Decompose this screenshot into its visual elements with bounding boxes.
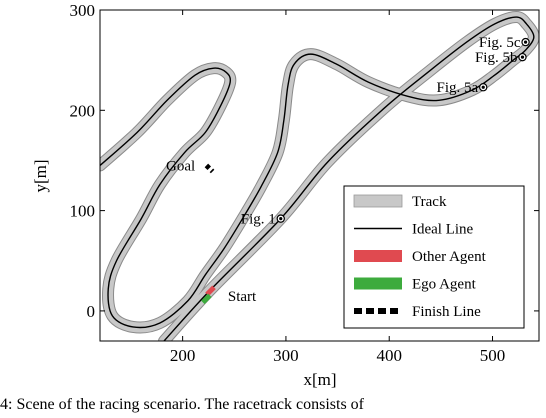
- y-tick-label: 0: [87, 302, 96, 321]
- marker-label: Fig. 5b: [475, 50, 518, 66]
- y-axis-ticks: 0 100 200 300: [70, 1, 539, 321]
- plot-frame: [99, 9, 540, 342]
- legend-label: Ideal Line: [412, 222, 474, 238]
- y-tick-label: 200: [70, 101, 96, 120]
- marker-dot: [520, 55, 525, 59]
- marker-dot: [481, 85, 485, 89]
- figure-caption: 4: Scene of the racing scenario. The rac…: [0, 396, 364, 413]
- other-agent-vehicle: [205, 285, 216, 297]
- ego-agent-vehicle: [201, 293, 212, 305]
- legend-label: Finish Line: [412, 304, 481, 320]
- marker-label: Fig. 1: [241, 212, 276, 228]
- legend: Track Ideal Line Other Agent Ego Agent Finis…: [343, 185, 525, 329]
- goal-label: Goal: [166, 158, 195, 174]
- x-axis-label: x[m]: [303, 370, 336, 389]
- marker-dot: [523, 40, 528, 44]
- x-tick-label: 400: [376, 346, 402, 365]
- ideal-line: [100, 16, 535, 341]
- legend-label: Track: [412, 194, 447, 210]
- legend-label: Ego Agent: [412, 277, 477, 293]
- start-label: Start: [228, 289, 257, 305]
- x-tick-label: 500: [480, 346, 506, 365]
- legend-label: Other Agent: [412, 249, 487, 265]
- y-axis-label: y[m]: [31, 159, 50, 192]
- annotations: Goal Start: [166, 158, 257, 304]
- y-tick-label: 300: [70, 1, 96, 20]
- x-tick-label: 200: [170, 346, 196, 365]
- x-axis-ticks: 200 300 400 500: [170, 10, 505, 365]
- legend-swatch-ego-agent: [354, 277, 402, 290]
- x-tick-label: 300: [273, 346, 299, 365]
- finish-line: [204, 163, 215, 174]
- plot-area: [100, 11, 539, 341]
- marker-label: Fig. 5a: [437, 80, 479, 96]
- y-tick-label: 100: [70, 202, 96, 221]
- legend-swatch-other-agent: [354, 250, 402, 262]
- marker-label: Fig. 5c: [479, 35, 521, 51]
- legend-swatch-track: [353, 194, 403, 208]
- marker-dot: [279, 217, 283, 221]
